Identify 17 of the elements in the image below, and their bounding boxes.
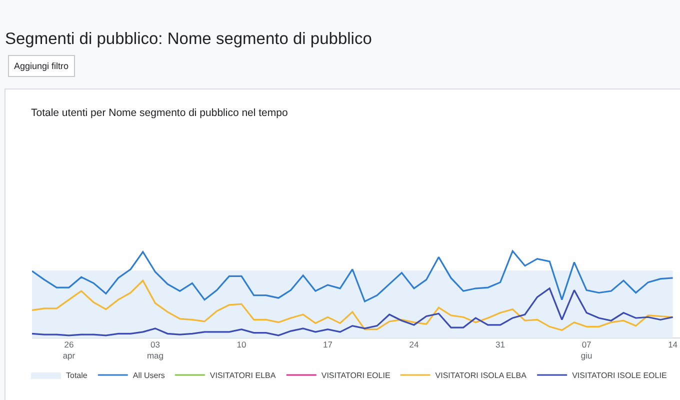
legend-label: VISITATORI ISOLA ELBA: [435, 371, 528, 380]
x-tick-label: 10: [236, 340, 246, 350]
x-tick-label: 07 giu: [580, 340, 592, 361]
x-tick-label: 17: [323, 340, 333, 350]
legend-label: VISITATORI ISOLE EOLIE: [572, 371, 667, 380]
chart-subtitle: Totale utenti per Nome segmento di pubblico nel tempo: [31, 107, 288, 119]
x-tick-label: 26 apr: [62, 340, 76, 361]
legend-label: VISITATORI ELBA: [210, 371, 276, 380]
chart-title: Segmenti di pubblico: Nome segmento di pubblico: [5, 30, 372, 48]
legend-label: Totale: [66, 371, 88, 380]
legend-label: VISITATORI EOLIE: [321, 371, 390, 380]
x-tick-label: 24: [409, 340, 420, 350]
x-tick-label: 14: [668, 340, 678, 350]
x-tick-label: 31: [496, 340, 506, 350]
text: Aggiungi filtro: [14, 61, 69, 71]
x-tick-label: 03 mag: [146, 340, 164, 361]
legend-label: All Users: [132, 371, 165, 380]
